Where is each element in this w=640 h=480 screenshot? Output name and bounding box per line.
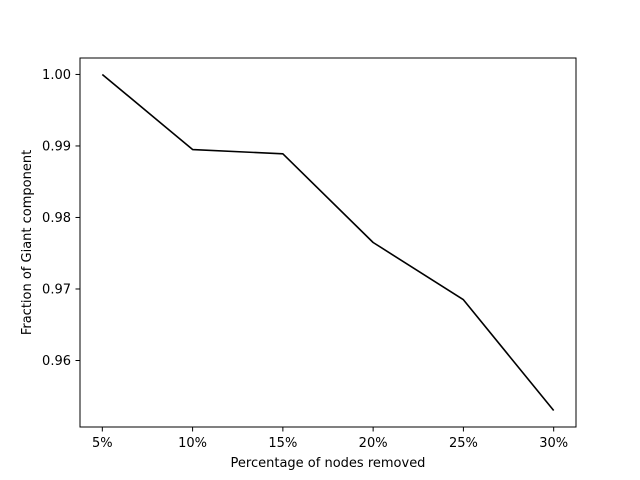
series-line — [101, 73, 555, 412]
x-axis-label: Percentage of nodes removed — [231, 456, 426, 471]
x-tick-label: 15% — [268, 436, 297, 451]
x-tick-label: 25% — [449, 436, 478, 451]
plot-area — [101, 73, 555, 412]
axes-frame — [79, 57, 577, 428]
x-tick-label: 10% — [178, 436, 207, 451]
x-tick-label: 30% — [539, 436, 568, 451]
y-tick-label: 0.99 — [42, 139, 71, 154]
x-tick-label: 5% — [92, 436, 113, 451]
x-axis: 5% 10% 15% 20% 25% 30% — [92, 427, 568, 451]
y-tick-label: 0.96 — [42, 354, 71, 369]
y-axis: 0.96 0.97 0.98 0.99 1.00 — [42, 68, 80, 369]
y-tick-label: 0.98 — [42, 211, 71, 226]
x-tick-label: 20% — [359, 436, 388, 451]
y-axis-label: Fraction of Giant component — [20, 150, 35, 335]
y-tick-label: 1.00 — [42, 68, 71, 83]
y-tick-label: 0.97 — [42, 282, 71, 297]
